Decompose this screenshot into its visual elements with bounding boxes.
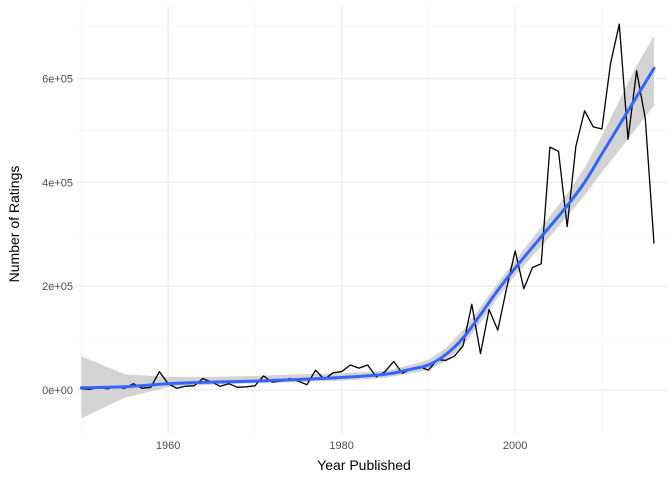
y-tick-label: 6e+05 — [42, 74, 73, 86]
x-tick-label: 1980 — [329, 440, 353, 452]
smooth-trend-line — [79, 66, 656, 390]
y-tick-label: 2e+05 — [42, 281, 73, 293]
ratings-line — [81, 23, 655, 391]
y-tick-label: 4e+05 — [42, 177, 73, 189]
x-axis-ticks: 1960 1980 2000 — [156, 440, 528, 452]
x-tick-label: 1960 — [156, 440, 180, 452]
x-axis-title: Year Published — [317, 457, 411, 473]
confidence-ribbon — [81, 35, 655, 419]
smooth-line-layer — [79, 66, 656, 390]
data-line-layer — [81, 23, 655, 391]
major-gridlines — [77, 6, 667, 434]
minor-gridlines — [77, 6, 667, 434]
confidence-ribbon-layer — [81, 35, 655, 419]
y-axis-ticks: 0e+00 2e+05 4e+05 6e+05 — [42, 74, 73, 397]
y-axis-title: Number of Ratings — [6, 166, 22, 283]
x-tick-label: 2000 — [503, 440, 527, 452]
y-tick-label: 0e+00 — [42, 385, 73, 397]
